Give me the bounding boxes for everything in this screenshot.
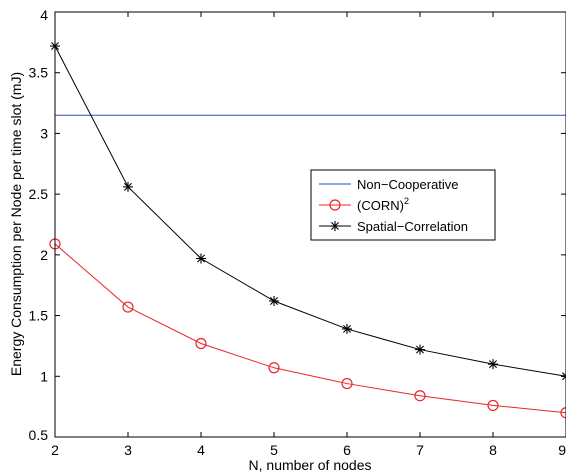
series-line-3	[54, 45, 566, 377]
y-tick-label: 2.5	[29, 186, 49, 202]
x-tick-label: 4	[197, 442, 205, 458]
series-2-point-5	[341, 377, 353, 390]
series-3-point-7	[488, 359, 498, 370]
series-3-point-4	[269, 296, 279, 306]
legend-label-1: Non−Cooperative	[357, 177, 459, 192]
x-tick-label: 5	[270, 442, 278, 458]
legend-marker-2	[329, 199, 341, 211]
series-2-point-2	[122, 301, 134, 313]
y-tick-label: 0.5	[29, 427, 49, 443]
series-2-point-6	[414, 390, 426, 402]
series-3-point-5	[342, 323, 352, 334]
series-layer	[49, 41, 566, 419]
y-tick-label: 3	[40, 125, 48, 141]
axes-layer: 2 3 4 5 6 7 8 9 0.5 1 1.5 2 2.5 3 3.5 4	[29, 7, 566, 458]
x-tick-label: 2	[51, 442, 59, 458]
legend-label-2: (CORN)2	[357, 196, 409, 213]
axes-frame	[54, 11, 566, 438]
x-tick-label: 3	[124, 442, 132, 458]
y-axis-label: Energy Consumption per Node per time slo…	[8, 72, 24, 376]
y-tick-label: 1	[40, 368, 48, 384]
series-2-point-4	[268, 362, 280, 374]
legend-label-3: Spatial−Correlation	[357, 219, 468, 234]
x-tick-label: 6	[343, 442, 351, 458]
series-3-point-3	[196, 253, 206, 264]
y-tick-label: 4	[40, 7, 48, 23]
x-tick-label: 7	[416, 442, 424, 458]
x-tick-label: 9	[558, 442, 566, 458]
series-2-point-7	[487, 399, 499, 412]
legend: Non−Cooperative (CORN)2 Spatial−Correlatio…	[310, 169, 496, 241]
series-3-point-6	[415, 344, 425, 355]
y-tick-label: 2	[40, 247, 48, 263]
y-tick-label: 3.5	[29, 65, 49, 81]
series-2-point-3	[195, 337, 207, 350]
series-3-point-2	[123, 181, 133, 192]
series-line-2	[54, 243, 566, 414]
legend-marker-3	[330, 221, 340, 231]
y-tick-label: 1.5	[29, 308, 49, 324]
x-tick-label: 8	[489, 442, 497, 458]
legend-label-superscript: 2	[404, 196, 409, 206]
series-2-point-8	[560, 407, 566, 419]
x-axis-label: N, number of nodes	[249, 457, 372, 473]
